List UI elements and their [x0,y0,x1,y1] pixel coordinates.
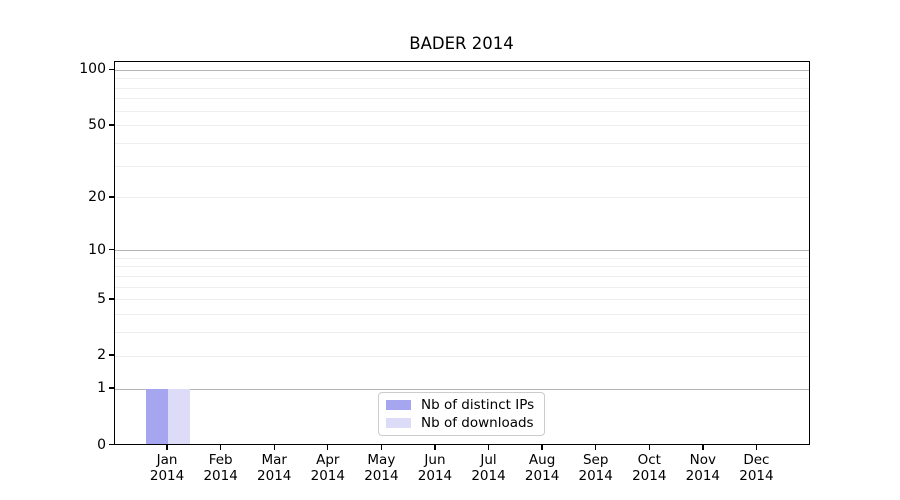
x-tick-mark [648,444,650,450]
x-tick-label: Jun 2014 [395,452,475,484]
x-tick-month: Sep [582,451,609,468]
minor-gridline [114,286,809,288]
x-tick-year: 2014 [578,467,613,484]
legend-label-downloads: Nb of downloads [421,414,534,431]
y-tick-label: 1 [97,380,106,397]
minor-gridline [114,355,809,357]
minor-gridline [114,266,809,268]
x-tick-year: 2014 [203,467,238,484]
x-tick-mark [702,444,704,450]
y-tick-label: 2 [97,347,106,364]
x-tick-month: Aug [528,451,556,468]
major-gridline [114,388,809,390]
y-tick-mark [108,298,114,300]
minor-gridline [114,197,809,199]
x-tick-year: 2014 [417,467,453,484]
minor-gridline [114,275,809,277]
legend-swatch-downloads [386,418,411,428]
x-tick-label: Aug 2014 [502,452,582,484]
x-tick-label: Jan 2014 [127,452,207,484]
x-tick-mark [434,444,436,450]
x-tick-year: 2014 [149,467,185,484]
y-tick-label: 50 [88,116,106,133]
legend-row-distinct-ips: Nb of distinct IPs [386,396,544,413]
legend-row-downloads: Nb of downloads [386,414,544,431]
bar-distinct-ips [146,389,169,445]
x-tick-label: May 2014 [341,452,421,484]
x-tick-mark [327,444,329,450]
x-tick-month: Oct [637,451,661,468]
minor-gridline [114,98,809,100]
x-tick-year: 2014 [739,467,774,484]
y-tick-mark [108,387,114,389]
y-tick-label: 20 [88,188,106,205]
x-tick-mark [487,444,490,450]
x-tick-year: 2014 [685,467,721,484]
minor-gridline [114,332,809,334]
minor-gridline [114,299,809,301]
minor-gridline [114,110,809,112]
x-tick-month: Jul [480,451,497,468]
y-tick-label: 100 [79,61,106,78]
x-tick-label: Sep 2014 [556,452,636,484]
x-tick-label: Apr 2014 [288,452,368,484]
x-tick-mark [541,444,543,450]
legend: Nb of distinct IPs Nb of downloads [378,392,545,436]
minor-gridline [114,257,809,259]
x-tick-mark [166,444,168,450]
minor-gridline [114,125,809,127]
y-tick-label: 5 [97,290,106,307]
x-tick-label: Jul 2014 [449,452,529,484]
minor-gridline [114,78,809,80]
bar-downloads [168,389,191,445]
y-tick-mark [108,196,114,198]
y-tick-mark [108,124,114,126]
major-gridline [114,250,809,252]
x-tick-label: Nov 2014 [663,452,743,484]
x-tick-month: Jun [424,451,446,468]
x-tick-month: May [367,451,396,468]
x-tick-year: 2014 [257,467,292,484]
y-tick-mark [108,248,114,251]
x-tick-month: Dec [743,451,770,468]
x-tick-label: Mar 2014 [234,452,314,484]
x-tick-year: 2014 [632,467,667,484]
minor-gridline [114,165,809,167]
x-tick-mark [380,444,383,450]
x-tick-mark [755,444,758,450]
x-tick-month: Jan [156,451,178,468]
y-tick-label: 10 [88,241,106,258]
x-tick-mark [219,444,222,450]
plot-area [113,60,810,445]
x-tick-year: 2014 [364,467,399,484]
x-tick-month: Nov [689,451,717,468]
x-tick-label: Oct 2014 [609,452,689,484]
legend-swatch-distinct-ips [386,400,411,410]
y-tick-mark [108,354,114,356]
y-tick-label: 0 [97,436,106,453]
x-tick-mark [273,444,275,450]
minor-gridline [114,87,809,89]
x-tick-year: 2014 [471,467,506,484]
x-tick-month: Feb [208,451,233,468]
x-tick-label: Feb 2014 [181,452,261,484]
x-tick-label: Dec 2014 [716,452,796,484]
x-tick-month: Apr [316,451,340,468]
major-gridline [114,69,809,71]
minor-gridline [114,143,809,145]
y-tick-mark [108,68,114,70]
x-tick-mark [594,444,597,450]
x-tick-year: 2014 [310,467,345,484]
x-tick-year: 2014 [524,467,560,484]
minor-gridline [114,314,809,316]
x-tick-month: Mar [261,451,287,468]
legend-label-distinct-ips: Nb of distinct IPs [421,396,535,413]
chart-title: BADER 2014 [409,34,514,53]
y-tick-mark [108,443,114,446]
